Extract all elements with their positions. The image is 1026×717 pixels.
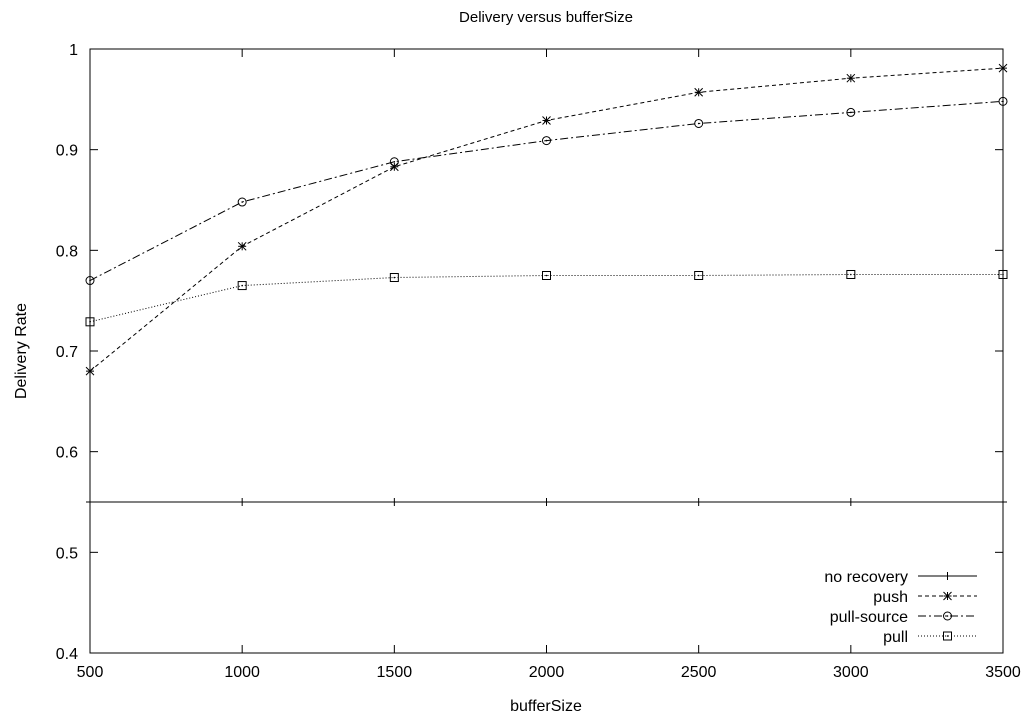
y-tick-label: 0.9 xyxy=(56,143,78,160)
y-tick-label: 0.4 xyxy=(56,646,78,663)
data-point-push xyxy=(846,73,856,83)
legend-label: pull xyxy=(883,629,908,646)
data-point-pull-source xyxy=(694,118,704,128)
legend-label: pull-source xyxy=(830,609,908,626)
data-point-pull xyxy=(85,317,95,327)
plot-frame xyxy=(89,48,1004,654)
series-pull xyxy=(85,269,1008,327)
data-point-no-recovery xyxy=(238,498,247,506)
data-point-no-recovery xyxy=(86,498,94,506)
series-line-push xyxy=(89,67,1004,372)
y-tick-label: 1 xyxy=(69,42,78,59)
series-push xyxy=(85,63,1008,376)
data-point-pull xyxy=(846,269,856,279)
series-line-pull xyxy=(89,273,1003,323)
x-tick-label: 1500 xyxy=(377,664,413,681)
y-tick-label: 0.6 xyxy=(56,445,78,462)
data-point-no-recovery xyxy=(846,498,855,506)
legend-label: push xyxy=(873,589,908,606)
legend-marker xyxy=(943,572,952,580)
data-point-pull xyxy=(389,273,399,283)
data-point-pull-source xyxy=(389,157,399,167)
data-point-push xyxy=(85,366,95,376)
data-point-push xyxy=(542,116,551,125)
legend: no recovery push pull-source pull xyxy=(824,569,977,646)
x-tick-label: 2500 xyxy=(681,664,717,681)
data-point-pull-source xyxy=(85,276,95,286)
axis-ticks xyxy=(89,48,1004,654)
data-point-push xyxy=(998,63,1008,73)
data-point-push xyxy=(237,241,247,251)
chart-title: Delivery versus bufferSize xyxy=(459,9,633,26)
data-point-no-recovery xyxy=(542,498,551,506)
data-point-pull xyxy=(998,269,1008,279)
data-point-push xyxy=(389,162,399,172)
data-point-pull-source xyxy=(846,107,856,117)
data-point-no-recovery xyxy=(999,498,1007,506)
x-tick-label: 2000 xyxy=(529,664,565,681)
data-point-pull xyxy=(542,271,551,280)
x-tick-label: 500 xyxy=(77,664,104,681)
legend-marker xyxy=(943,611,952,621)
tick-labels: 500 1000 1500 2000 2500 3000 3500 0.4 0.5 0.6 0.7 0… xyxy=(56,42,1021,681)
legend-marker xyxy=(943,591,952,601)
x-tick-label: 3500 xyxy=(985,664,1021,681)
x-tick-label: 1000 xyxy=(224,664,260,681)
legend-item-pull: pull xyxy=(883,629,977,646)
y-tick-label: 0.8 xyxy=(56,243,78,260)
data-point-push xyxy=(694,87,704,97)
data-point-pull-source xyxy=(237,197,247,207)
x-axis-label: bufferSize xyxy=(510,698,582,715)
series-no-recovery xyxy=(86,498,1007,506)
data-point-pull xyxy=(237,281,247,291)
x-tick-label: 3000 xyxy=(833,664,869,681)
data-point-no-recovery xyxy=(694,498,703,506)
data-point-no-recovery xyxy=(390,498,399,506)
series-layer xyxy=(85,63,1008,506)
y-tick-label: 0.7 xyxy=(56,344,78,361)
legend-item-no-recovery: no recovery xyxy=(824,569,977,586)
y-axis-label: Delivery Rate xyxy=(13,303,30,399)
legend-marker xyxy=(943,631,952,641)
y-tick-label: 0.5 xyxy=(56,545,78,562)
data-point-pull-source xyxy=(542,136,551,146)
legend-label: no recovery xyxy=(824,569,908,586)
series-line-pull-source xyxy=(89,100,1004,281)
legend-item-push: push xyxy=(873,589,977,606)
data-point-pull xyxy=(694,271,704,280)
series-pull-source xyxy=(85,96,1008,286)
legend-item-pull-source: pull-source xyxy=(830,609,977,626)
data-point-pull-source xyxy=(998,96,1008,106)
